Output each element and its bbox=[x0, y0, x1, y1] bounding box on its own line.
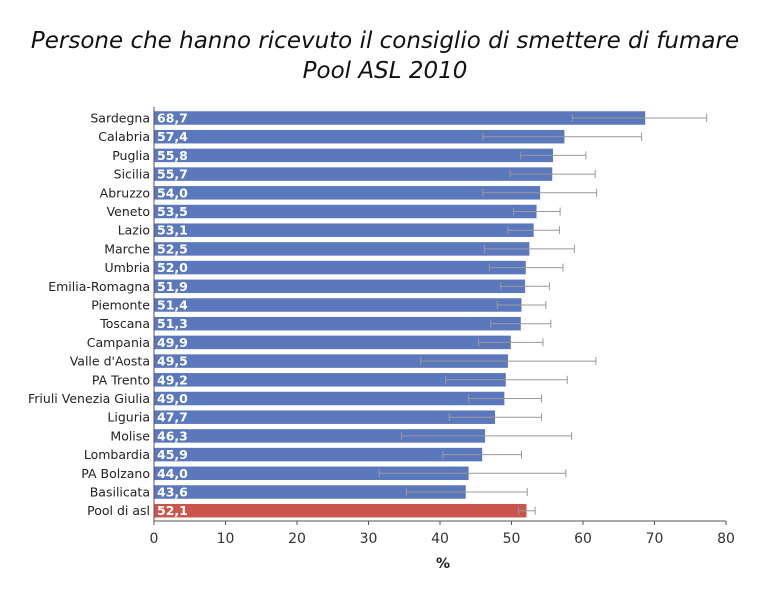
bar-value-label: 52,1 bbox=[157, 503, 188, 518]
x-tick-label: 30 bbox=[360, 531, 378, 547]
x-tick-label: 10 bbox=[217, 531, 235, 547]
category-label: Basilicata bbox=[90, 485, 150, 500]
category-label: Emilia-Romagna bbox=[48, 279, 150, 294]
bar bbox=[154, 354, 508, 368]
bar bbox=[154, 298, 522, 312]
x-tick-label: 60 bbox=[574, 531, 592, 547]
bar bbox=[154, 373, 506, 387]
bar bbox=[154, 260, 526, 275]
category-label: Friuli Venezia Giulia bbox=[28, 391, 150, 406]
bar bbox=[154, 242, 530, 256]
bar-value-label: 53,5 bbox=[157, 204, 188, 219]
bar bbox=[154, 335, 511, 350]
bar-value-label: 49,9 bbox=[157, 335, 188, 350]
bar-value-label: 51,4 bbox=[157, 298, 188, 313]
bar-value-label: 52,5 bbox=[157, 241, 188, 256]
bar bbox=[154, 410, 496, 424]
bar-value-label: 46,3 bbox=[157, 428, 188, 443]
category-label: PA Trento bbox=[92, 372, 150, 387]
bar-value-label: 54,0 bbox=[157, 185, 188, 200]
bar bbox=[154, 279, 526, 294]
chart-title: Persone che hanno ricevuto il consiglio … bbox=[30, 28, 740, 54]
x-tick-label: 20 bbox=[288, 531, 306, 547]
bar-value-label: 68,7 bbox=[157, 111, 188, 126]
bar bbox=[154, 223, 534, 237]
category-label: Lombardia bbox=[84, 447, 150, 462]
category-label: Toscana bbox=[99, 316, 150, 331]
bar bbox=[154, 447, 483, 462]
bar-value-label: 47,7 bbox=[157, 410, 188, 425]
chart-subtitle: Pool ASL 2010 bbox=[302, 58, 468, 84]
bar bbox=[154, 111, 646, 125]
bar-value-label: 55,8 bbox=[157, 148, 188, 163]
bar bbox=[154, 148, 553, 163]
category-label: Calabria bbox=[98, 129, 150, 144]
category-label: PA Bolzano bbox=[81, 466, 150, 481]
bar-value-label: 53,1 bbox=[157, 223, 188, 238]
category-label: Umbria bbox=[104, 260, 150, 275]
category-label: Piemonte bbox=[91, 298, 150, 313]
category-label: Veneto bbox=[107, 204, 150, 219]
bar bbox=[154, 466, 469, 481]
category-label: Valle d'Aosta bbox=[70, 354, 150, 369]
x-axis-title: % bbox=[436, 556, 450, 572]
category-label: Molise bbox=[110, 428, 150, 443]
category-label: Pool di asl bbox=[87, 503, 150, 518]
bar bbox=[154, 186, 541, 200]
bar bbox=[154, 391, 505, 406]
bar-value-label: 44,0 bbox=[157, 466, 188, 481]
bar bbox=[154, 429, 486, 443]
x-tick-label: 70 bbox=[646, 531, 664, 547]
bar bbox=[154, 503, 527, 518]
category-label: Sardegna bbox=[90, 111, 150, 126]
category-label: Sicilia bbox=[114, 167, 150, 182]
x-tick-label: 80 bbox=[717, 531, 735, 547]
category-label: Abruzzo bbox=[100, 185, 150, 200]
category-label: Puglia bbox=[112, 148, 150, 163]
category-label: Liguria bbox=[107, 410, 150, 425]
bar-value-label: 49,0 bbox=[157, 391, 188, 406]
bar-value-label: 51,3 bbox=[157, 316, 188, 331]
bar bbox=[154, 129, 565, 144]
category-label: Marche bbox=[104, 241, 150, 256]
bar bbox=[154, 167, 553, 181]
bar-value-label: 55,7 bbox=[157, 167, 188, 182]
bar-value-label: 57,4 bbox=[157, 129, 188, 144]
bar-value-label: 51,9 bbox=[157, 279, 188, 294]
x-tick-label: 40 bbox=[431, 531, 449, 547]
x-tick-label: 50 bbox=[503, 531, 521, 547]
x-tick-label: 0 bbox=[150, 531, 159, 547]
bar bbox=[154, 485, 466, 499]
category-label: Lazio bbox=[118, 223, 150, 238]
bar-value-label: 43,6 bbox=[157, 485, 188, 500]
bar-value-label: 52,0 bbox=[157, 260, 188, 275]
bar-value-label: 49,5 bbox=[157, 354, 188, 369]
category-label: Campania bbox=[87, 335, 150, 350]
bar bbox=[154, 316, 521, 331]
bar-value-label: 45,9 bbox=[157, 447, 188, 462]
bar bbox=[154, 204, 537, 219]
bar-value-label: 49,2 bbox=[157, 372, 188, 387]
